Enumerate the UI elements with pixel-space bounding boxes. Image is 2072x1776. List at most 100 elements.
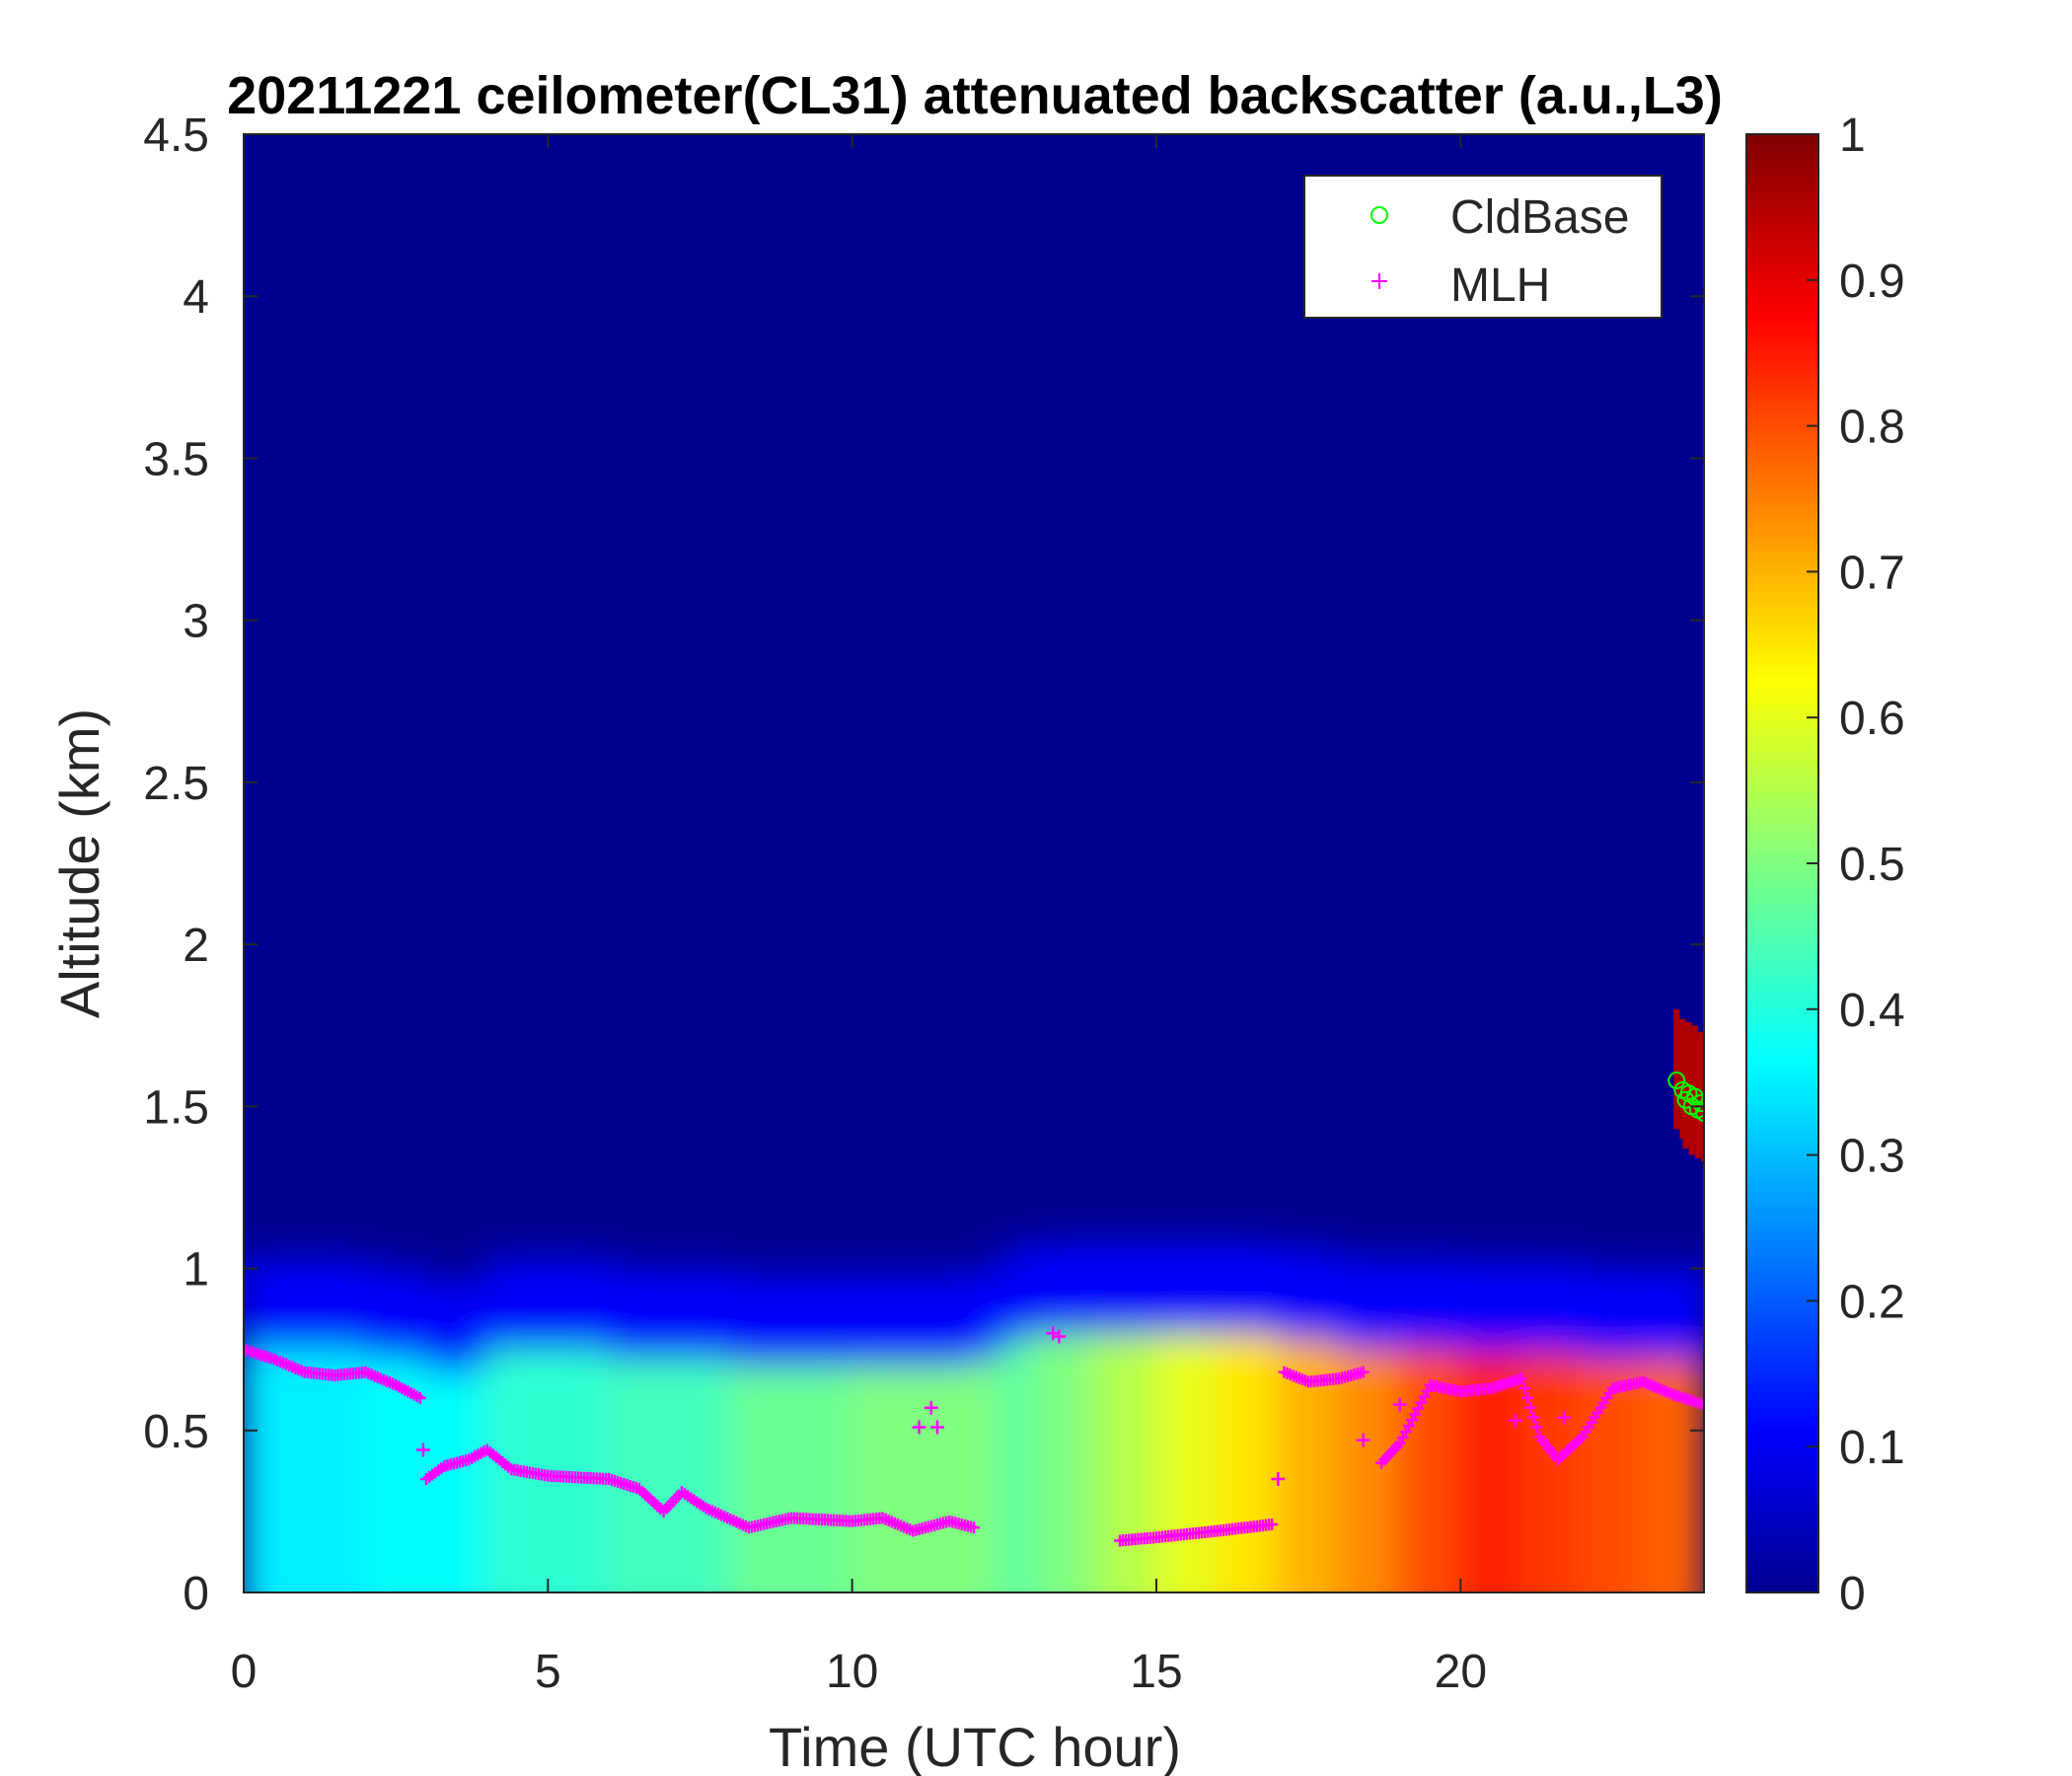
backscatter-cell [607, 1359, 733, 1592]
backscatter-haze-cell [972, 1268, 1006, 1360]
backscatter-cell [850, 1366, 976, 1592]
colorbar: 0 0.1 0.2 0.3 0.4 0.5 0.6 0.7 0.8 0.9 1 [1745, 110, 1905, 1620]
cldbase-point [1695, 1103, 1704, 1122]
backscatter-haze-cell [1397, 1258, 1463, 1350]
colorbar-tick-label: 0.5 [1839, 839, 1905, 891]
data-markers [244, 1008, 1704, 1547]
backscatter-cell [1337, 1349, 1402, 1592]
backscatter-haze-cell [1580, 1268, 1646, 1360]
mlh-point [1524, 1401, 1537, 1414]
cloud-echo [1701, 1041, 1704, 1162]
x-tick-label: 15 [1130, 1646, 1182, 1698]
backscatter-cell [1001, 1339, 1037, 1592]
backscatter-haze-cell [1458, 1261, 1523, 1353]
x-tick-label: 0 [231, 1646, 258, 1698]
mlh-point [1357, 1366, 1369, 1378]
y-tick-label: 1.5 [143, 1081, 209, 1134]
mlh-point [1271, 1472, 1286, 1487]
series-mlh-scattered [415, 1326, 1572, 1487]
y-tick-label: 4.5 [143, 110, 209, 162]
mlh-point [1527, 1411, 1540, 1424]
legend-box [1303, 175, 1663, 319]
legend-cldbase-marker [1370, 206, 1388, 224]
colorbar-tick-label: 0.7 [1839, 547, 1905, 599]
cloud-echo [1682, 1028, 1689, 1149]
cloud-echo [1691, 1025, 1698, 1146]
cldbase-point [1685, 1087, 1704, 1106]
x-tick-label: 20 [1435, 1646, 1487, 1698]
cloud-echo [1694, 1038, 1701, 1158]
y-tick-label: 2 [183, 920, 209, 972]
mlh-point [1521, 1391, 1534, 1404]
backscatter-cell [728, 1366, 854, 1592]
mlh-point [1557, 1410, 1572, 1425]
y-axis-label: Altitude (km) [48, 708, 111, 1018]
y-axis-ticks: 0 0.5 1 1.5 2 2.5 3 3.5 4 4.5 [143, 110, 1704, 1620]
backscatter-haze-cell [424, 1281, 489, 1372]
mlh-point [924, 1400, 938, 1415]
y-tick-label: 3.5 [143, 433, 209, 485]
x-tick-label: 10 [826, 1646, 878, 1698]
mlh-point [1516, 1372, 1527, 1385]
backscatter-field [244, 1242, 1704, 1592]
colorbar-tick-label: 0 [1839, 1568, 1866, 1620]
backscatter-cell [1032, 1333, 1098, 1592]
legend-mlh-marker [1371, 273, 1387, 289]
backscatter-cell [1154, 1333, 1220, 1592]
backscatter-cell [1215, 1333, 1281, 1592]
backscatter-haze-cell [1337, 1258, 1402, 1350]
backscatter-haze-cell [850, 1275, 976, 1367]
y-tick-label: 1 [183, 1244, 209, 1296]
cldbase-point [1667, 1072, 1686, 1090]
colorbar-tick-label: 0.1 [1839, 1422, 1905, 1474]
series-cldbase [1667, 1008, 1704, 1162]
backscatter-haze-cell [1032, 1242, 1098, 1334]
series-mlh [244, 1343, 1704, 1547]
y-tick-label: 2.5 [143, 758, 209, 810]
colorbar-tick-label: 0.2 [1839, 1276, 1905, 1328]
cloud-echo [1679, 1018, 1686, 1140]
mlh-point [968, 1521, 980, 1534]
colorbar-tick-label: 0.3 [1839, 1131, 1905, 1183]
mlh-point [1052, 1329, 1067, 1344]
y-tick-label: 3 [183, 596, 209, 648]
mlh-point [1392, 1397, 1407, 1412]
backscatter-haze-cell [1001, 1248, 1037, 1340]
backscatter-cell [244, 1349, 368, 1592]
colorbar-tick-label: 0.6 [1839, 693, 1905, 745]
backscatter-cell [972, 1359, 1006, 1592]
mlh-point [1508, 1413, 1522, 1428]
plot-frame [243, 133, 1705, 1593]
mlh-point [912, 1420, 926, 1435]
backscatter-haze-cell [1093, 1242, 1158, 1334]
mlh-point [1046, 1326, 1061, 1341]
y-tick-label: 0.5 [143, 1406, 209, 1458]
legend-mlh-label: MLH [1450, 259, 1550, 312]
colorbar-tick-label: 1 [1839, 110, 1866, 162]
backscatter-cell [1519, 1352, 1585, 1592]
backscatter-haze-cell [1215, 1242, 1281, 1334]
mlh-point [413, 1391, 426, 1404]
backscatter-cell [424, 1371, 489, 1592]
y-tick-label: 4 [183, 271, 209, 324]
backscatter-haze-cell [1519, 1261, 1585, 1353]
backscatter-haze-cell [1641, 1268, 1704, 1360]
chart-title: 20211221 ceilometer(CL31) attenuated bac… [227, 66, 1723, 125]
mlh-point [1356, 1433, 1370, 1447]
x-axis-label: Time (UTC hour) [769, 1716, 1181, 1776]
mlh-point [1530, 1421, 1543, 1434]
backscatter-haze-cell [363, 1268, 428, 1360]
mlh-point [415, 1443, 430, 1457]
backscatter-haze-cell [244, 1258, 368, 1350]
colorbar-tick-label: 0.4 [1839, 985, 1905, 1037]
x-tick-label: 5 [535, 1646, 561, 1698]
mlh-point [1518, 1382, 1531, 1395]
colorbar-tick-label: 0.9 [1839, 256, 1905, 308]
colorbar-tick-label: 0.8 [1839, 402, 1905, 454]
mlh-point [930, 1420, 944, 1435]
backscatter-layer [244, 1242, 1704, 1592]
cloud-echo [1685, 1021, 1692, 1143]
backscatter-haze-cell [1154, 1242, 1220, 1334]
legend-cldbase-label: CldBase [1450, 191, 1629, 244]
